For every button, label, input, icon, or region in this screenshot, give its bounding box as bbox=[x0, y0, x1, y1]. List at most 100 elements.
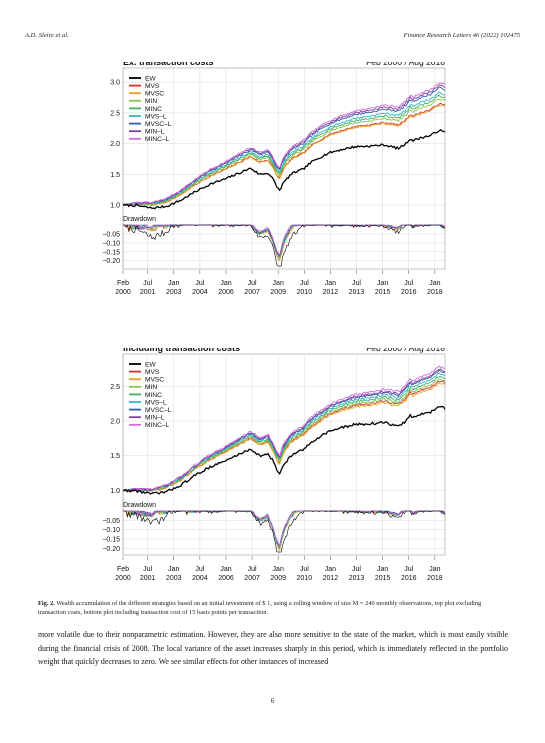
drawdown-label: Drawdown bbox=[123, 216, 156, 223]
x-tick-label-month: Jul bbox=[143, 280, 152, 287]
x-tick-label-year: 2012 bbox=[323, 575, 339, 582]
wealth-chart-ex-costs: Ex. transaction costs Feb 2000 / Aug 2018… bbox=[102, 62, 446, 296]
x-tick-label-year: 2001 bbox=[140, 289, 156, 296]
x-tick-label-year: 2007 bbox=[244, 289, 260, 296]
x-tick-label-year: 2006 bbox=[218, 289, 234, 296]
series-line-min bbox=[122, 98, 446, 207]
legend-label: MINC–L bbox=[145, 136, 170, 143]
x-tick-label-month: Jul bbox=[352, 566, 361, 573]
legend-label: MIN–L bbox=[145, 415, 165, 422]
x-tick-label-month: Jul bbox=[195, 566, 204, 573]
y-tick-label: 2.5 bbox=[110, 384, 120, 391]
legend-label: MIN bbox=[145, 98, 157, 105]
legend-label: MVS–L bbox=[145, 399, 167, 406]
drawdown-tick-label: −0.05 bbox=[102, 231, 120, 238]
y-tick-label: 1.5 bbox=[110, 172, 120, 179]
chart-title: Ex. transaction costs bbox=[123, 62, 214, 67]
x-tick-label-month: Jan bbox=[168, 280, 179, 287]
legend-label: MVS bbox=[145, 369, 160, 376]
x-tick-label-month: Jan bbox=[429, 280, 440, 287]
legend-label: MVSC–L bbox=[145, 121, 172, 128]
x-tick-label-month: Jul bbox=[300, 280, 309, 287]
legend-label: MIN bbox=[145, 384, 157, 391]
figure-caption: Fig. 2. Wealth accumulation of the diffe… bbox=[38, 600, 508, 618]
x-tick-label-month: Jan bbox=[220, 566, 231, 573]
x-tick-label-year: 2018 bbox=[427, 575, 443, 582]
x-tick-label-month: Jan bbox=[325, 566, 336, 573]
x-tick-label-year: 2000 bbox=[115, 289, 131, 296]
x-tick-label-month: Feb bbox=[117, 280, 129, 287]
wealth-chart-incl-costs: Including transaction costs Feb 2000 / Au… bbox=[102, 348, 446, 582]
x-tick-label-year: 2004 bbox=[192, 289, 208, 296]
x-tick-label-year: 2009 bbox=[270, 289, 286, 296]
y-tick-label: 1.5 bbox=[110, 453, 120, 460]
y-tick-label: 3.0 bbox=[110, 80, 120, 87]
x-tick-label-month: Jan bbox=[273, 280, 284, 287]
legend-label: MVSC–L bbox=[145, 407, 172, 414]
series-line-mvsc-l bbox=[122, 86, 446, 207]
drawdown-tick-label: −0.10 bbox=[102, 527, 120, 534]
x-tick-label-year: 2007 bbox=[244, 575, 260, 582]
y-tick-label: 2.0 bbox=[110, 141, 120, 148]
chart-period: Feb 2000 / Aug 2018 bbox=[366, 62, 445, 67]
drawdown-tick-label: −0.20 bbox=[102, 546, 120, 553]
x-tick-label-year: 2006 bbox=[218, 575, 234, 582]
page-number: 6 bbox=[270, 697, 275, 705]
x-tick-label-year: 2015 bbox=[375, 289, 391, 296]
drawdown-tick-label: −0.05 bbox=[102, 518, 120, 525]
chart-title: Including transaction costs bbox=[123, 348, 240, 353]
x-tick-label-month: Jul bbox=[195, 280, 204, 287]
x-tick-label-month: Jul bbox=[143, 566, 152, 573]
plot-area bbox=[123, 354, 445, 555]
x-tick-label-month: Feb bbox=[117, 566, 129, 573]
series-line-min-l bbox=[122, 84, 446, 207]
chart-period: Feb 2000 / Aug 2018 bbox=[366, 348, 445, 353]
x-tick-label-month: Jan bbox=[429, 566, 440, 573]
legend-label: MINC bbox=[145, 106, 162, 113]
x-tick-label-month: Jan bbox=[377, 566, 388, 573]
x-tick-label-year: 2012 bbox=[323, 289, 339, 296]
x-tick-label-month: Jan bbox=[377, 280, 388, 287]
x-tick-label-year: 2003 bbox=[166, 289, 182, 296]
legend-label: MINC bbox=[145, 392, 162, 399]
legend-label: MVSC bbox=[145, 377, 164, 384]
plot-frame bbox=[122, 353, 446, 556]
drawdown-tick-label: −0.15 bbox=[102, 537, 120, 544]
legend-label: MVS–L bbox=[145, 113, 167, 120]
x-tick-label-year: 2000 bbox=[115, 575, 131, 582]
caption-label: Fig. 2. bbox=[38, 600, 55, 607]
x-tick-label-year: 2010 bbox=[297, 289, 313, 296]
drawdown-line-ew bbox=[123, 224, 446, 267]
legend-label: MIN–L bbox=[145, 129, 165, 136]
legend-label: EW bbox=[145, 75, 156, 82]
x-tick-label-year: 2013 bbox=[349, 289, 365, 296]
caption-text: Wealth accumulation of the different str… bbox=[38, 600, 482, 616]
x-tick-label-month: Jul bbox=[248, 566, 257, 573]
legend-label: MVS bbox=[145, 83, 160, 90]
series-line-ew bbox=[122, 128, 446, 210]
x-tick-label-month: Jul bbox=[352, 280, 361, 287]
x-tick-label-month: Jul bbox=[300, 566, 309, 573]
x-tick-label-year: 2016 bbox=[401, 289, 417, 296]
x-tick-label-month: Jan bbox=[168, 566, 179, 573]
drawdown-label: Drawdown bbox=[123, 502, 156, 509]
x-tick-label-year: 2015 bbox=[375, 575, 391, 582]
x-tick-label-month: Jan bbox=[273, 566, 284, 573]
x-tick-label-year: 2004 bbox=[192, 575, 208, 582]
drawdown-tick-label: −0.10 bbox=[102, 240, 120, 247]
series-line-mvsc bbox=[122, 382, 446, 493]
drawdown-line-ew bbox=[123, 510, 446, 553]
y-tick-label: 1.0 bbox=[110, 203, 120, 210]
x-tick-label-month: Jul bbox=[404, 566, 413, 573]
series-line-mvs-l bbox=[122, 372, 446, 492]
series-line-ew bbox=[122, 405, 446, 495]
x-tick-label-month: Jan bbox=[325, 280, 336, 287]
plot-frame bbox=[122, 67, 446, 270]
x-tick-label-year: 2003 bbox=[166, 575, 182, 582]
y-tick-label: 1.0 bbox=[110, 488, 120, 495]
x-tick-label-year: 2010 bbox=[297, 575, 313, 582]
drawdown-tick-label: −0.15 bbox=[102, 249, 120, 256]
running-header-authors: A.D. Sleire et al. bbox=[25, 32, 69, 39]
x-tick-label-year: 2001 bbox=[140, 575, 156, 582]
x-tick-label-year: 2018 bbox=[427, 289, 443, 296]
